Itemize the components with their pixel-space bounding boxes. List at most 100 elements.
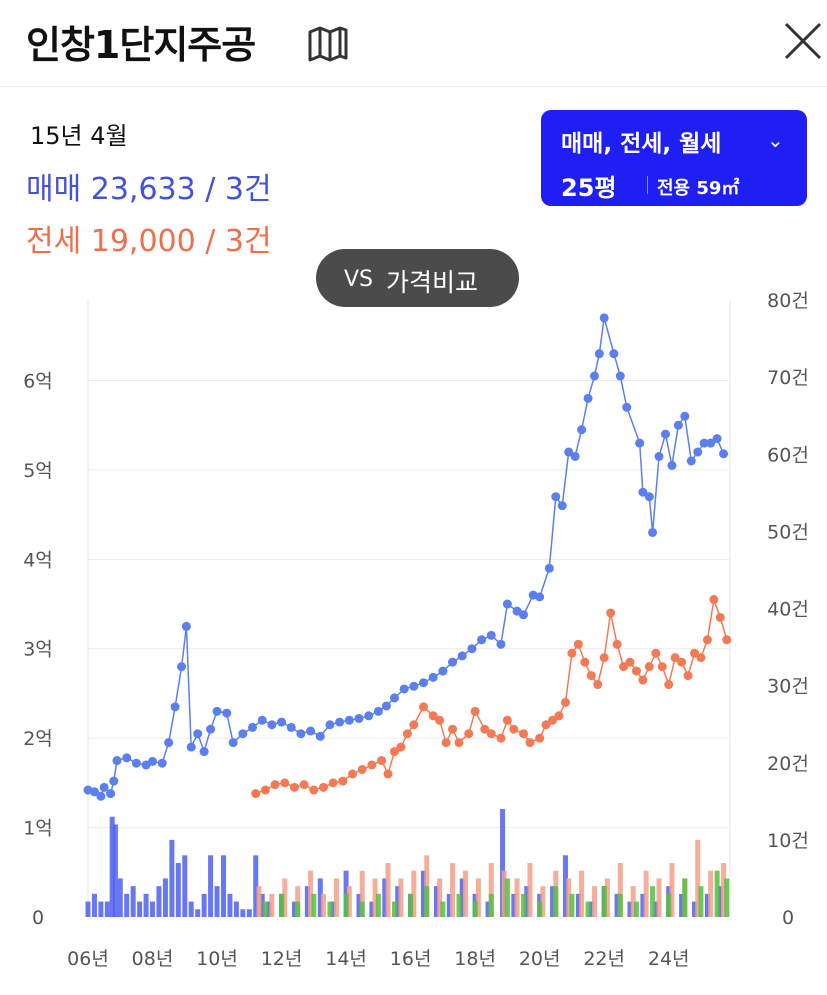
price-point-jeonse	[644, 662, 654, 672]
price-point-jeonse	[722, 635, 732, 645]
y-left-tick-label: 6억	[23, 370, 53, 392]
y-right-tick-label: 40건	[767, 599, 809, 621]
map-icon[interactable]	[306, 24, 350, 64]
y-right-tick-label: 80건	[767, 290, 809, 312]
volume-bar-sale	[188, 901, 194, 917]
price-point-jeonse	[496, 733, 506, 743]
price-point-sale	[89, 787, 99, 797]
volume-bar-monthly	[359, 901, 365, 917]
price-point-sale	[238, 729, 248, 739]
price-point-sale	[399, 684, 409, 694]
volume-bar-sale	[98, 901, 104, 917]
price-point-sale	[502, 599, 512, 609]
price-point-sale	[667, 460, 677, 470]
price-point-sale	[344, 715, 354, 725]
header: 인창1단지주공	[0, 0, 827, 87]
volume-bar-monthly	[440, 901, 446, 917]
price-point-sale	[193, 729, 203, 739]
price-point-jeonse	[419, 702, 429, 712]
volume-bar-sale	[500, 809, 506, 917]
close-icon[interactable]	[782, 20, 824, 62]
price-point-jeonse	[502, 715, 512, 725]
area-label: 전용 59㎡	[657, 178, 740, 199]
price-point-sale	[477, 635, 487, 645]
price-point-jeonse	[709, 595, 719, 605]
volume-bar-sale	[214, 886, 220, 917]
volume-bar-monthly	[698, 886, 704, 917]
deal-type-filter-button[interactable]: 매매, 전세, 월세 ⌄ 25평 전용 59㎡	[541, 110, 807, 206]
volume-bar-jeonse	[708, 870, 714, 917]
price-point-sale	[177, 662, 187, 672]
volume-bar-monthly	[714, 870, 720, 917]
x-tick-label: 06년	[67, 948, 109, 970]
volume-bar-monthly	[633, 901, 639, 917]
volume-bar-jeonse	[475, 878, 481, 917]
price-point-sale	[381, 701, 391, 711]
price-point-sale	[583, 393, 593, 403]
x-tick-label: 18년	[454, 948, 496, 970]
volume-bar-sale	[227, 893, 233, 917]
volume-bar-monthly	[327, 901, 333, 917]
volume-bar-monthly	[343, 893, 349, 917]
price-point-jeonse	[683, 671, 693, 681]
price-point-sale	[699, 438, 709, 448]
price-point-jeonse	[396, 742, 406, 752]
volume-bar-sale	[550, 886, 556, 917]
volume-bar-sale	[317, 878, 323, 917]
price-point-jeonse	[470, 706, 480, 716]
price-point-sale	[644, 492, 654, 502]
x-tick-label: 08년	[132, 948, 174, 970]
volume-bar-sale	[266, 901, 272, 917]
price-point-sale	[654, 451, 664, 461]
price-point-sale	[660, 429, 670, 439]
x-tick-label: 16년	[390, 948, 432, 970]
price-point-sale	[457, 651, 467, 661]
price-point-jeonse	[593, 680, 603, 690]
price-point-sale	[296, 729, 306, 739]
price-point-sale	[228, 738, 238, 748]
volume-bar-sale	[485, 901, 491, 917]
volume-bar-sale	[679, 893, 685, 917]
price-point-sale	[706, 438, 716, 448]
price-point-sale	[712, 434, 722, 444]
price-point-jeonse	[657, 662, 667, 672]
price-point-jeonse	[428, 711, 438, 721]
price-point-sale	[486, 630, 496, 640]
volume-bar-sale	[446, 893, 452, 917]
price-point-sale	[409, 681, 419, 691]
price-point-jeonse	[519, 729, 529, 739]
volume-bar-sale	[562, 855, 568, 917]
price-point-jeonse	[270, 780, 280, 790]
price-point-sale	[599, 313, 609, 323]
volume-bar-sale	[246, 909, 252, 917]
volume-bar-sale	[104, 901, 110, 917]
price-point-jeonse	[690, 648, 700, 658]
volume-bar-sale	[640, 893, 646, 917]
price-point-sale	[467, 644, 477, 654]
volume-bar-jeonse	[592, 886, 598, 917]
volume-bar-sale	[208, 855, 214, 917]
volume-bar-jeonse	[540, 886, 546, 917]
volume-bar-monthly	[585, 901, 591, 917]
y-right-tick-label: 30건	[767, 676, 809, 698]
price-point-jeonse	[560, 697, 570, 707]
price-compare-button[interactable]: VS 가격비교	[316, 249, 519, 307]
price-point-sale	[106, 789, 116, 799]
price-point-jeonse	[464, 729, 474, 739]
volume-bar-sale	[291, 901, 297, 917]
volume-bar-jeonse	[669, 863, 675, 917]
price-point-jeonse	[670, 653, 680, 663]
volume-bar-jeonse	[437, 878, 443, 917]
volume-bar-monthly	[262, 901, 268, 917]
y-left-tick-label: 5억	[23, 460, 53, 482]
y-left-tick-label: 4억	[23, 549, 53, 571]
volume-bar-sale	[182, 855, 188, 917]
volume-bar-sale	[588, 901, 594, 917]
divider	[647, 176, 648, 194]
price-point-jeonse	[319, 782, 329, 792]
price-point-sale	[199, 747, 209, 757]
volume-bar-jeonse	[514, 878, 520, 917]
volume-bar-sale	[356, 893, 362, 917]
price-chart[interactable]: 0 1억 2억 3억 4억 5억 6억 0 10건 20건 30건 40건 50건 60건 70건 80건 06…	[0, 280, 827, 980]
price-point-sale	[248, 722, 258, 732]
